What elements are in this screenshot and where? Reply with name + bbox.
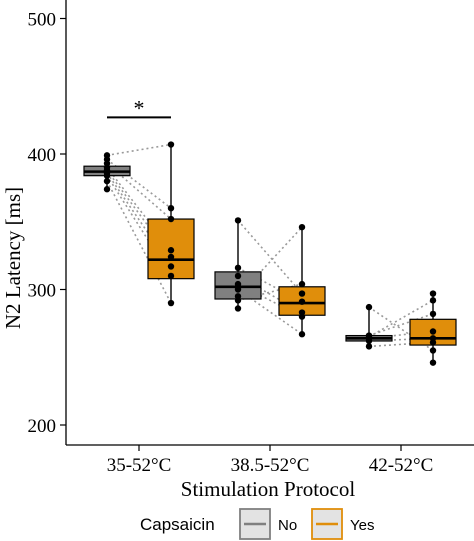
box-layer — [83, 144, 457, 363]
point-no-2-4 — [365, 332, 373, 339]
point-yes-1-0 — [298, 331, 306, 338]
x-tick-label-0: 35-52°C — [107, 455, 172, 476]
pair-line-0-5 — [106, 172, 172, 267]
point-yes-1-6 — [298, 223, 306, 231]
point-no-1-5 — [234, 272, 242, 280]
point-no-2-5 — [365, 303, 373, 311]
point-yes-1-5 — [298, 280, 306, 288]
point-no-1-4 — [234, 280, 242, 288]
point-no-0-0 — [103, 186, 111, 193]
point-yes-2-1 — [429, 347, 437, 354]
y-tick-label-300: 300 — [28, 281, 57, 302]
pair-line-0-0 — [106, 143, 172, 157]
axes: 200 300 400 500 35-52°C 38.5-52°C 42-52°C — [28, 0, 474, 476]
point-yes-0-6 — [167, 205, 175, 212]
x-tick-label-2: 42-52°C — [369, 455, 434, 476]
y-tick-label-400: 400 — [28, 145, 57, 166]
point-no-1-0 — [234, 305, 242, 312]
point-yes-2-6 — [429, 297, 437, 304]
point-yes-2-3 — [429, 335, 437, 342]
pair-line-1-4 — [237, 288, 303, 335]
point-yes-0-1 — [167, 272, 175, 280]
point-yes-1-4 — [298, 290, 306, 297]
points-layer — [103, 141, 437, 366]
point-yes-0-3 — [167, 253, 175, 261]
point-no-1-6 — [234, 264, 242, 272]
point-no-0-1 — [103, 177, 111, 185]
y-tick-label-200: 200 — [28, 416, 57, 437]
point-yes-2-0 — [429, 359, 437, 366]
x-tick-label-1: 38.5-52°C — [231, 455, 310, 476]
point-no-2-0 — [365, 343, 373, 350]
pair-line-1-0 — [237, 219, 303, 295]
x-axis-title: Stimulation Protocol — [181, 477, 356, 501]
legend: Capsaicin No Yes — [140, 508, 374, 540]
point-yes-2-7 — [429, 290, 437, 297]
y-tick-label-500: 500 — [28, 10, 57, 31]
pair-line-2-5 — [368, 341, 434, 348]
point-yes-0-5 — [167, 215, 175, 223]
pair-line-2-2 — [368, 299, 434, 338]
point-no-0-8 — [103, 152, 111, 159]
point-yes-0-2 — [167, 263, 175, 270]
legend-title: Capsaicin — [140, 515, 215, 534]
pair-line-0-2 — [106, 162, 172, 220]
legend-label-no: No — [278, 517, 297, 534]
pair-line-0-1 — [106, 158, 172, 209]
point-yes-1-2 — [298, 309, 306, 316]
y-axis-title: N2 Latency [ms] — [1, 187, 25, 329]
point-no-1-7 — [234, 217, 242, 224]
significance-star-0: * — [134, 95, 145, 120]
pair-line-2-1 — [368, 313, 434, 337]
point-yes-0-0 — [167, 299, 175, 307]
point-yes-0-4 — [167, 247, 175, 254]
point-no-1-3 — [234, 286, 242, 293]
point-yes-2-5 — [429, 310, 437, 318]
legend-label-yes: Yes — [350, 517, 374, 534]
point-no-1-2 — [234, 293, 242, 300]
point-yes-1-3 — [298, 298, 306, 305]
point-yes-0-7 — [167, 141, 175, 148]
significance: * — [107, 95, 171, 120]
point-yes-2-4 — [429, 328, 437, 335]
